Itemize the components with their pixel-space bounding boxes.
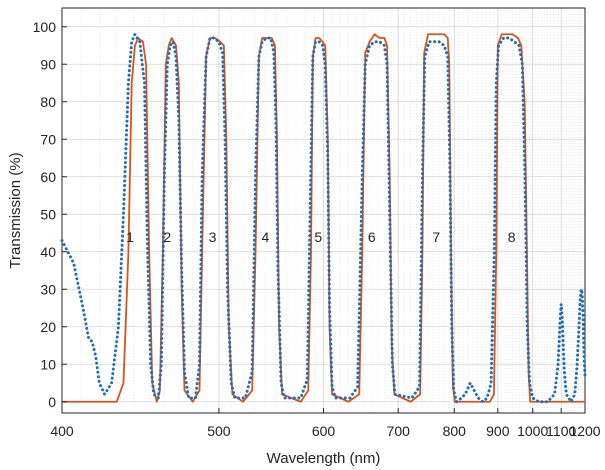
y-axis-label: Transmission (%) [7,152,24,268]
band-label-8: 8 [508,229,516,245]
y-tick-label: 100 [33,19,57,35]
y-tick-label: 50 [40,206,56,222]
band-labels: 1 2 3 4 5 6 7 8 [126,229,516,245]
band-label-7: 7 [432,229,440,245]
x-tick-label: 1000 [517,423,548,439]
band-label-6: 6 [368,229,376,245]
y-tick-labels: 0 10 20 30 40 50 60 70 80 90 100 [33,19,57,410]
y-tick-label: 30 [40,281,56,297]
y-tick-label: 40 [40,244,56,260]
band-label-4: 4 [261,229,269,245]
y-tick-label: 10 [40,356,56,372]
x-tick-label: 400 [50,423,74,439]
y-tick-label: 60 [40,169,56,185]
y-tick-label: 0 [48,394,56,410]
y-tick-label: 20 [40,319,56,335]
x-tick-label: 700 [387,423,411,439]
y-tick-label: 70 [40,131,56,147]
y-tick-label: 80 [40,94,56,110]
x-tick-label: 1100 [546,423,576,439]
x-tick-label: 1200 [569,423,600,439]
major-grid [61,8,586,413]
band-label-3: 3 [209,229,217,245]
band-label-1: 1 [126,229,134,245]
x-tick-label: 800 [443,423,467,439]
x-tick-label: 900 [486,423,510,439]
x-axis-label: Wavelength (nm) [267,450,381,467]
x-tick-label: 500 [207,423,231,439]
band-label-5: 5 [314,229,322,245]
tick-marks [61,26,586,413]
y-tick-label: 90 [40,56,56,72]
band-label-2: 2 [163,229,171,245]
series-line-2 [60,32,587,404]
x-tick-label: 600 [312,423,336,439]
series-layer [60,32,587,404]
